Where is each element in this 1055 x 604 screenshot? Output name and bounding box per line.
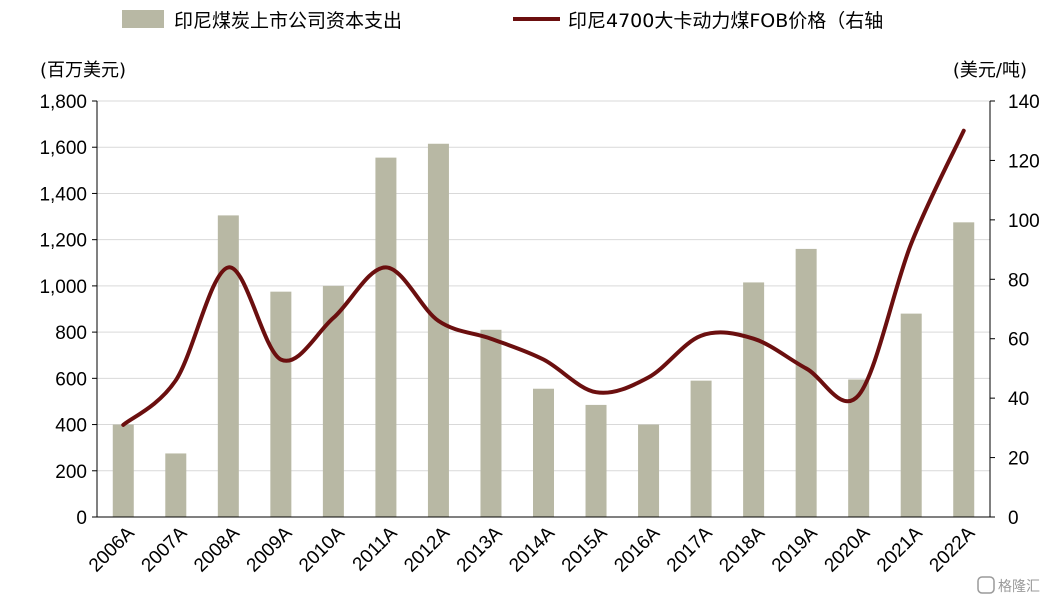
x-tick-label: 2012A bbox=[400, 522, 454, 576]
x-tick-label: 2008A bbox=[190, 522, 244, 576]
bar bbox=[900, 313, 922, 517]
bar bbox=[638, 424, 660, 517]
x-tick-label: 2021A bbox=[873, 522, 927, 576]
left-tick-label: 200 bbox=[55, 462, 87, 483]
legend-bar-swatch bbox=[122, 10, 164, 28]
bar bbox=[375, 157, 397, 517]
x-tick-label: 2014A bbox=[505, 522, 559, 576]
bar bbox=[585, 404, 607, 517]
watermark: 格隆汇 bbox=[977, 576, 1040, 595]
left-tick-label: 1,000 bbox=[39, 277, 87, 298]
right-tick-label: 20 bbox=[1008, 449, 1029, 470]
x-tick-label: 2016A bbox=[610, 522, 664, 576]
left-tick-label: 0 bbox=[76, 508, 87, 529]
right-axis-unit: (美元/吨) bbox=[953, 60, 1027, 81]
watermark-text: 格隆汇 bbox=[998, 579, 1040, 595]
bar bbox=[322, 285, 344, 517]
left-tick-label: 800 bbox=[55, 323, 87, 344]
left-tick-labels: 0 200 400 600 800 1,000 1,200 1,400 1,600 1,800 bbox=[39, 92, 97, 529]
bar bbox=[427, 143, 449, 517]
x-tick-label: 2009A bbox=[243, 522, 297, 576]
bar-series bbox=[112, 143, 975, 518]
bar bbox=[795, 248, 817, 517]
x-tick-label: 2018A bbox=[715, 522, 769, 576]
bar bbox=[112, 424, 134, 517]
x-tick-label: 2019A bbox=[768, 522, 822, 576]
left-tick-label: 400 bbox=[55, 416, 87, 437]
left-tick-label: 1,200 bbox=[39, 231, 87, 252]
right-tick-label: 40 bbox=[1008, 389, 1029, 410]
left-axis-unit: (百万美元) bbox=[40, 60, 126, 81]
left-tick-label: 600 bbox=[55, 369, 87, 390]
bar bbox=[953, 222, 975, 518]
bar bbox=[270, 291, 292, 517]
right-tick-label: 60 bbox=[1008, 330, 1029, 351]
line-series bbox=[121, 128, 966, 427]
x-tick-label: 2007A bbox=[138, 522, 192, 576]
bar bbox=[165, 453, 187, 517]
legend-bar-label: 印尼煤炭上市公司资本支出 bbox=[174, 10, 402, 32]
x-tick-label: 2015A bbox=[558, 522, 612, 576]
x-tick-label: 2017A bbox=[663, 522, 717, 576]
x-tick-label: 2010A bbox=[295, 522, 349, 576]
bar bbox=[480, 329, 502, 517]
bar bbox=[743, 282, 765, 517]
bar bbox=[848, 379, 870, 517]
right-tick-label: 100 bbox=[1008, 211, 1040, 232]
x-tick-label: 2006A bbox=[85, 522, 139, 576]
x-tick-label: 2022A bbox=[926, 522, 980, 576]
x-tick-label: 2013A bbox=[453, 522, 507, 576]
left-tick-label: 1,400 bbox=[39, 184, 87, 205]
legend: 印尼煤炭上市公司资本支出 印尼4700大卡动力煤FOB价格（右轴 bbox=[122, 10, 883, 32]
watermark-icon bbox=[977, 576, 995, 594]
legend-line-label: 印尼4700大卡动力煤FOB价格（右轴 bbox=[568, 10, 883, 32]
left-tick-label: 1,800 bbox=[39, 92, 87, 113]
right-tick-label: 140 bbox=[1008, 92, 1040, 113]
right-tick-label: 0 bbox=[1008, 508, 1019, 529]
right-tick-label: 120 bbox=[1008, 151, 1040, 172]
x-tick-label: 2020A bbox=[821, 522, 875, 576]
right-tick-labels: 0 20 40 60 80 100 120 140 bbox=[990, 92, 1040, 529]
bar bbox=[690, 380, 712, 517]
price-line bbox=[121, 128, 966, 427]
x-tick-label: 2011A bbox=[349, 522, 402, 575]
right-tick-label: 80 bbox=[1008, 270, 1029, 291]
bar bbox=[533, 388, 554, 517]
axes bbox=[96, 101, 991, 518]
bar bbox=[217, 215, 239, 517]
left-tick-label: 1,600 bbox=[39, 138, 87, 159]
